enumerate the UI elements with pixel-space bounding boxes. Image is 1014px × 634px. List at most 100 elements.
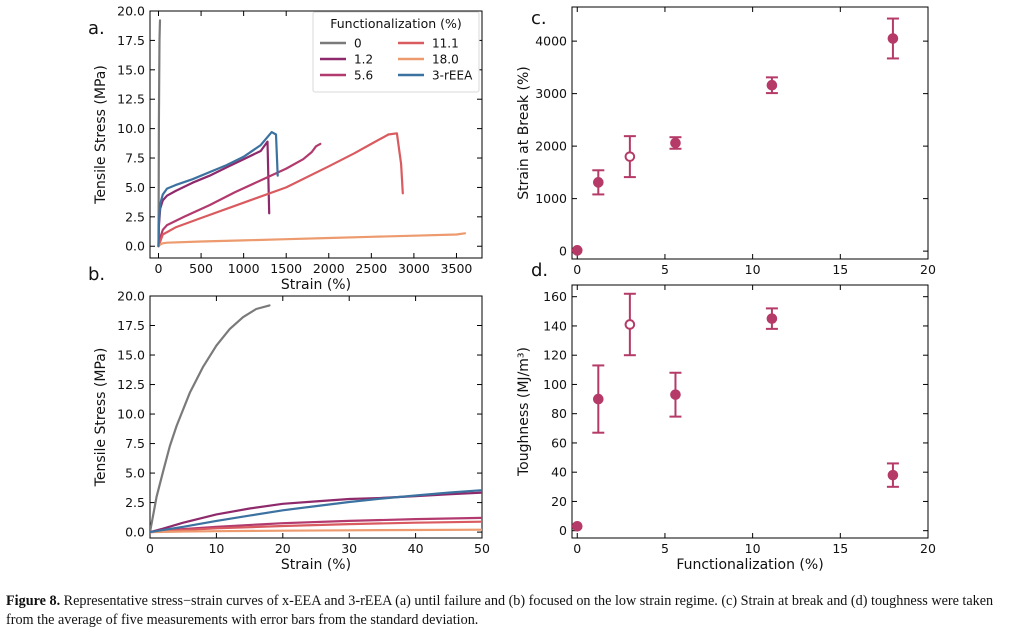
y-tick-label: 100 bbox=[543, 377, 567, 392]
y-tick-label: 4000 bbox=[535, 34, 567, 49]
data-point bbox=[571, 521, 583, 532]
panel-d: 0 5 10 15 20020406080100120140160Functionali… bbox=[516, 260, 936, 573]
series-line-11.1 bbox=[157, 132, 404, 248]
y-tick-label: 17.5 bbox=[117, 33, 145, 48]
series-line-18.0 bbox=[150, 528, 482, 534]
panel-label: d. bbox=[531, 260, 548, 281]
panel-a: 0 500 1000 1500 2000 2500 3000 3500 0.0 2.5 5.0 7.5… bbox=[88, 4, 483, 293]
plot-frame bbox=[149, 295, 483, 539]
x-tick-label: 0 bbox=[573, 541, 581, 556]
data-point bbox=[670, 389, 681, 400]
series-line-5.6 bbox=[157, 142, 322, 248]
y-tick-label: 12.5 bbox=[117, 92, 145, 107]
series-line-3-rEEA bbox=[150, 489, 482, 534]
chart-legend: Functionalization (%) 0 1.2 5.6 11.1 18.0 3-rE… bbox=[312, 11, 480, 93]
y-tick-label: 10.0 bbox=[117, 121, 145, 136]
x-tick-label: 5 bbox=[661, 541, 669, 556]
series-line-3-rEEA bbox=[157, 131, 279, 248]
x-tick-label: 1000 bbox=[228, 261, 260, 276]
x-axis-label: Functionalization (%) bbox=[676, 557, 823, 573]
legend-entry-label: 5.6 bbox=[354, 69, 373, 83]
legend-entry-label: 3-rEEA bbox=[432, 69, 473, 83]
x-tick-label: 10 bbox=[745, 262, 761, 277]
figure-caption: Figure 8. Representative stress−strain c… bbox=[6, 592, 1010, 630]
legend-entry-label: 18.0 bbox=[432, 53, 459, 67]
plot-frame bbox=[571, 6, 929, 260]
y-tick-label: 120 bbox=[543, 348, 567, 363]
y-tick-label: 15.0 bbox=[117, 62, 145, 77]
data-point bbox=[593, 177, 604, 188]
series-line-1.2 bbox=[157, 140, 271, 248]
x-tick-label: 10 bbox=[208, 541, 224, 556]
y-tick-label: 0.0 bbox=[125, 239, 145, 254]
y-tick-label: 0 bbox=[559, 244, 567, 259]
x-tick-label: 500 bbox=[189, 261, 213, 276]
x-tick-label: 10 bbox=[745, 541, 761, 556]
legend-box bbox=[312, 11, 480, 93]
caption-text: Representative stress−strain curves of x… bbox=[6, 593, 994, 628]
y-tick-label: 7.5 bbox=[125, 436, 145, 451]
data-point bbox=[670, 137, 681, 149]
panel-c: 0 5 10 15 20 0 1000 2000 3000 4000 Strain at Break… bbox=[516, 6, 936, 277]
x-tick-label: 0 bbox=[155, 261, 163, 276]
x-tick-label: 20 bbox=[920, 541, 936, 556]
y-tick-label: 20.0 bbox=[117, 4, 145, 19]
x-tick-label: 0 bbox=[146, 541, 154, 556]
y-tick-label: 80 bbox=[551, 406, 567, 421]
y-tick-label: 60 bbox=[551, 435, 567, 450]
series-line-1.2 bbox=[150, 491, 482, 534]
y-tick-label: 5.0 bbox=[125, 466, 145, 481]
x-tick-label: 3500 bbox=[441, 261, 473, 276]
legend-title: Functionalization (%) bbox=[330, 16, 462, 31]
y-axis-label: Strain at Break (%) bbox=[516, 66, 532, 199]
data-point bbox=[624, 319, 636, 330]
x-tick-label: 3000 bbox=[398, 261, 430, 276]
figure-canvas: 0 500 1000 1500 2000 2500 3000 35000.02.55.07.5… bbox=[88, 4, 936, 574]
series-group bbox=[157, 19, 467, 248]
x-axis-label: Strain (%) bbox=[281, 277, 351, 293]
series-line-11.1 bbox=[150, 520, 482, 534]
y-tick-label: 20.0 bbox=[117, 289, 145, 304]
panel-b: 0 10 20 30 40 50 0.0 2.5 5.0 7.5 10.0 12.5 15.0 17.5 2… bbox=[88, 264, 490, 573]
x-tick-label: 0 bbox=[573, 262, 581, 277]
y-tick-label: 160 bbox=[543, 289, 567, 304]
x-tick-label: 1500 bbox=[270, 261, 302, 276]
x-tick-label: 50 bbox=[474, 541, 490, 556]
data-point bbox=[593, 393, 604, 405]
y-tick-label: 2000 bbox=[535, 139, 567, 154]
y-tick-label: 5.0 bbox=[125, 180, 145, 195]
plot-frame bbox=[149, 10, 483, 259]
x-tick-label: 40 bbox=[408, 541, 424, 556]
y-tick-label: 10.0 bbox=[117, 407, 145, 422]
y-tick-label: 17.5 bbox=[117, 318, 145, 333]
panel-label: a. bbox=[88, 18, 105, 39]
x-axis-label: Strain (%) bbox=[281, 557, 351, 573]
data-point bbox=[766, 313, 778, 324]
legend-entry-label: 0 bbox=[354, 37, 362, 51]
y-axis-label: Tensile Stress (MPa) bbox=[93, 65, 109, 205]
y-tick-label: 2.5 bbox=[125, 495, 145, 510]
plot-frame bbox=[571, 284, 929, 539]
panel-label: b. bbox=[88, 264, 105, 285]
y-tick-label: 40 bbox=[551, 465, 567, 480]
y-tick-label: 0.0 bbox=[125, 525, 145, 540]
y-tick-label: 20 bbox=[551, 494, 567, 509]
data-point bbox=[766, 79, 778, 91]
caption-label: Figure 8. bbox=[6, 593, 61, 609]
series-line-0 bbox=[150, 304, 271, 534]
series-line-18.0 bbox=[157, 232, 467, 248]
x-tick-label: 20 bbox=[275, 541, 291, 556]
data-point bbox=[887, 33, 899, 44]
x-tick-label: 20 bbox=[920, 262, 936, 277]
legend-entry-label: 1.2 bbox=[354, 53, 373, 67]
y-tick-label: 7.5 bbox=[125, 151, 145, 166]
y-tick-label: 140 bbox=[543, 318, 567, 333]
x-tick-label: 15 bbox=[832, 541, 848, 556]
y-axis-label: Tensile Stress (MPa) bbox=[93, 348, 109, 488]
x-tick-label: 2500 bbox=[355, 261, 387, 276]
panel-label: c. bbox=[531, 8, 547, 29]
x-tick-label: 30 bbox=[341, 541, 357, 556]
y-axis-label: Toughness (MJ/m³) bbox=[516, 347, 532, 477]
data-point bbox=[624, 151, 636, 162]
y-tick-label: 0 bbox=[559, 523, 567, 538]
